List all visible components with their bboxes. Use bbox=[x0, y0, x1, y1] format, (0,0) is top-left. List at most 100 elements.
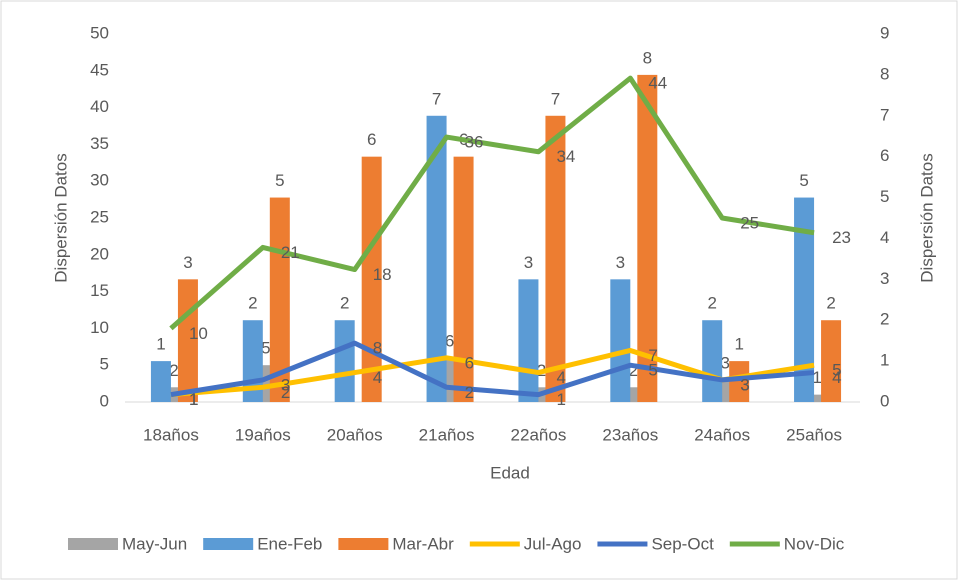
y2-tick-label: 5 bbox=[880, 187, 889, 206]
y-tick-label: 30 bbox=[90, 171, 109, 190]
bar bbox=[260, 365, 271, 402]
legend-label: Jul-Ago bbox=[524, 534, 582, 553]
bar bbox=[702, 320, 723, 402]
y2-tick-label: 4 bbox=[880, 228, 889, 247]
x-tick-label: 20años bbox=[327, 425, 383, 444]
data-label: 3 bbox=[740, 375, 749, 394]
data-label: 44 bbox=[648, 74, 667, 93]
data-label: 1 bbox=[734, 335, 743, 354]
bar bbox=[610, 279, 631, 402]
legend-swatch bbox=[338, 538, 389, 550]
line bbox=[170, 340, 815, 398]
y2-tick-label: 1 bbox=[880, 351, 889, 370]
legend-swatch bbox=[203, 538, 254, 550]
data-label: 7 bbox=[551, 89, 560, 108]
data-label: 7 bbox=[432, 89, 441, 108]
y-tick-label: 50 bbox=[90, 23, 109, 42]
data-label: 2 bbox=[826, 294, 835, 313]
y2-tick-label: 7 bbox=[880, 105, 889, 124]
x-tick-label: 22años bbox=[511, 425, 567, 444]
bar bbox=[453, 156, 474, 402]
legend-label: Nov-Dic bbox=[784, 534, 845, 553]
bar bbox=[720, 379, 731, 402]
x-tick-label: 19años bbox=[235, 425, 291, 444]
data-label: 3 bbox=[183, 253, 192, 272]
data-label: 3 bbox=[720, 353, 729, 372]
data-label: 10 bbox=[189, 324, 208, 343]
data-label: 25 bbox=[740, 213, 759, 232]
legend-label: May-Jun bbox=[122, 534, 187, 553]
data-label: 6 bbox=[465, 353, 474, 372]
bar bbox=[334, 320, 355, 402]
data-label: 1 bbox=[189, 390, 198, 409]
y-tick-label: 45 bbox=[90, 60, 109, 79]
y2-tick-label: 9 bbox=[880, 23, 889, 42]
y-tick-label: 40 bbox=[90, 97, 109, 116]
x-tick-label: 21años bbox=[419, 425, 475, 444]
bar bbox=[821, 320, 842, 402]
y2-axis-title: Dispersión Datos bbox=[917, 153, 936, 282]
data-label: 23 bbox=[832, 228, 851, 247]
data-label: 6 bbox=[367, 130, 376, 149]
legend-label: Sep-Oct bbox=[651, 534, 714, 553]
y-tick-label: 35 bbox=[90, 134, 109, 153]
data-label: 7 bbox=[648, 346, 657, 365]
data-label: 4 bbox=[832, 368, 841, 387]
y2-tick-label: 8 bbox=[880, 64, 889, 83]
data-label: 36 bbox=[465, 133, 484, 152]
bar bbox=[628, 387, 639, 402]
bar bbox=[637, 74, 658, 402]
data-label: 3 bbox=[616, 253, 625, 272]
data-label: 2 bbox=[707, 294, 716, 313]
data-label: 1 bbox=[189, 390, 198, 409]
y-tick-label: 20 bbox=[90, 244, 109, 263]
x-tick-label: 24años bbox=[694, 425, 750, 444]
data-label: 4 bbox=[373, 368, 382, 387]
data-label: 3 bbox=[524, 253, 533, 272]
x-tick-label: 23años bbox=[602, 425, 658, 444]
y2-tick-label: 0 bbox=[880, 391, 889, 410]
y2-tick-label: 2 bbox=[880, 310, 889, 329]
bar bbox=[426, 115, 447, 403]
data-label: 6 bbox=[445, 331, 454, 350]
data-label: 3 bbox=[281, 375, 290, 394]
legend-swatch bbox=[68, 538, 118, 550]
data-label: 1 bbox=[556, 390, 565, 409]
bar bbox=[150, 361, 171, 402]
data-label: 2 bbox=[169, 361, 178, 380]
y-tick-label: 25 bbox=[90, 207, 109, 226]
data-label: 5 bbox=[648, 361, 657, 380]
data-label: 3 bbox=[740, 375, 749, 394]
data-label: 2 bbox=[340, 294, 349, 313]
data-label: 8 bbox=[373, 339, 382, 358]
data-label: 18 bbox=[373, 265, 392, 284]
bar bbox=[812, 394, 823, 402]
x-tick-label: 25años bbox=[786, 425, 842, 444]
data-label: 5 bbox=[261, 339, 270, 358]
data-label: 5 bbox=[275, 171, 284, 190]
bar bbox=[729, 361, 750, 402]
x-axis-title: Edad bbox=[490, 463, 530, 482]
y-axis-title: Dispersión Datos bbox=[51, 153, 70, 282]
data-label: 34 bbox=[556, 147, 575, 166]
data-label: 21 bbox=[281, 243, 300, 262]
y-tick-label: 0 bbox=[100, 391, 109, 410]
data-label: 2 bbox=[248, 294, 257, 313]
bar bbox=[361, 156, 382, 402]
y2-tick-label: 3 bbox=[880, 269, 889, 288]
legend-label: Mar-Abr bbox=[392, 534, 454, 553]
x-tick-label: 18años bbox=[143, 425, 199, 444]
bar bbox=[518, 279, 539, 402]
bar bbox=[444, 357, 455, 402]
line bbox=[169, 75, 815, 331]
legend-label: Ene-Feb bbox=[257, 534, 322, 553]
data-label: 2 bbox=[281, 383, 290, 402]
data-label: 1 bbox=[156, 335, 165, 354]
data-label: 8 bbox=[643, 48, 652, 67]
bar bbox=[545, 115, 566, 403]
bar bbox=[794, 197, 815, 402]
data-label: 5 bbox=[832, 361, 841, 380]
data-label: 1 bbox=[812, 368, 821, 387]
y-tick-label: 5 bbox=[100, 355, 109, 374]
